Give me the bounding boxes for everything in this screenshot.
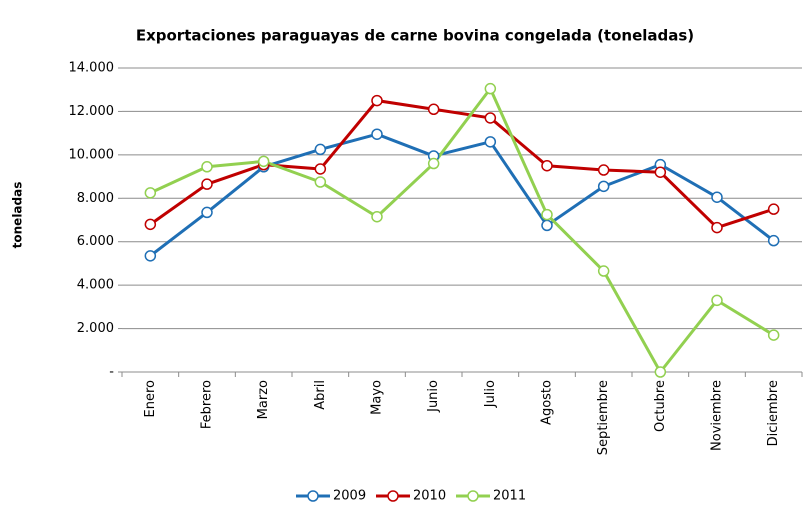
x-tick-label: Agosto [540, 380, 555, 425]
legend-marker [307, 490, 319, 502]
point [144, 187, 157, 199]
point [541, 219, 553, 232]
point [371, 94, 383, 107]
point [711, 221, 723, 234]
chart-title: Exportaciones paraguayas de carne bovina… [136, 27, 694, 45]
legend-marker [387, 490, 399, 502]
point [427, 157, 440, 170]
point [711, 294, 723, 307]
point [654, 166, 667, 178]
point [201, 178, 213, 190]
x-tick-label: Noviembre [710, 380, 725, 451]
point [484, 82, 497, 95]
y-tick-label: 14.000 [69, 61, 115, 76]
x-tick-label: Mayo [370, 380, 385, 415]
point [597, 180, 610, 193]
x-tick-label: Septiembre [596, 380, 611, 455]
series-line [149, 99, 775, 230]
legend-label: 2010 [413, 489, 446, 504]
point [427, 103, 440, 116]
y-tick-label: 10.000 [69, 147, 115, 162]
x-tick-label: Junio [426, 380, 441, 413]
point [654, 366, 667, 378]
y-tick-label: 12.000 [69, 104, 115, 119]
y-tick-label: 8.000 [77, 191, 114, 206]
y-tick-label: 6.000 [77, 234, 114, 249]
point [314, 163, 327, 175]
x-tick-label: Enero [143, 380, 158, 418]
point [484, 136, 497, 148]
point [201, 206, 213, 219]
point [371, 210, 383, 223]
x-tick-label: Julio [483, 380, 498, 408]
x-tick-label: Octubre [653, 380, 668, 432]
y-tick-label: - [109, 365, 114, 380]
point [314, 143, 327, 156]
legend-label: 2011 [493, 489, 526, 504]
point [767, 234, 780, 247]
y-axis-label: toneladas [11, 182, 25, 249]
point [597, 164, 610, 176]
series-line [149, 132, 775, 258]
series-line [149, 87, 775, 374]
point [767, 329, 780, 341]
legend-marker [467, 490, 479, 502]
point [597, 265, 610, 277]
point [767, 203, 780, 215]
point [144, 218, 157, 231]
point [257, 155, 270, 168]
legend-label: 2009 [333, 489, 366, 504]
point [144, 250, 157, 262]
point [371, 128, 383, 140]
point [314, 176, 327, 188]
y-tick-label: 4.000 [77, 278, 114, 293]
point [711, 191, 723, 203]
x-tick-label: Febrero [200, 380, 215, 429]
point [201, 161, 213, 173]
x-tick-label: Abril [313, 380, 328, 410]
y-tick-label: 2.000 [77, 321, 114, 336]
point [541, 208, 553, 221]
point [541, 159, 553, 172]
x-tick-label: Marzo [256, 380, 271, 419]
x-tick-label: Diciembre [766, 380, 781, 446]
point [484, 112, 497, 124]
